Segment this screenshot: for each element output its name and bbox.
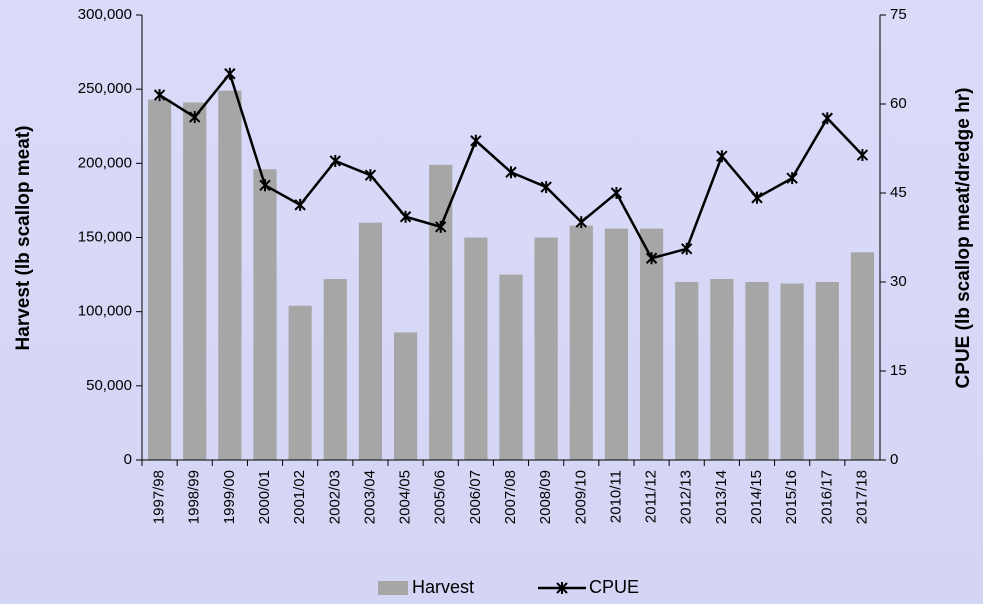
x-tick-label: 2001/02 [291,470,308,524]
x-tick-label: 2010/11 [607,470,624,523]
bar [288,305,312,460]
x-tick-label: 2006/07 [467,470,484,524]
y-tick-label: 50,000 [86,377,132,394]
bar [429,164,453,461]
x-tick-label: 1998/99 [186,470,203,524]
bar [745,282,769,460]
bar [464,237,488,460]
x-tick-label: 2009/10 [572,470,589,524]
x-tick-label: 2016/17 [818,470,835,524]
x-tick-label: 2017/18 [853,470,870,524]
cpue-marker [294,198,306,211]
cpue-marker [681,242,693,255]
x-tick-label: 2000/01 [256,470,273,524]
bar [569,225,593,460]
cpue-marker [435,220,447,233]
x-tick-label: 2002/03 [326,470,343,524]
bar [499,274,523,460]
y2-tick-label: 60 [890,95,907,112]
x-tick-label: 1999/00 [221,470,238,524]
cpue-marker [716,150,728,163]
bar [604,228,629,460]
y-tick-label: 0 [124,451,132,468]
y2-tick-label: 0 [890,451,898,468]
cpue-marker [364,169,377,182]
y-axis-title: Harvest (lb scallop meat) [13,126,34,351]
y-tick-label: 100,000 [78,303,132,320]
legend-swatch [378,581,408,595]
cpue-marker [329,154,341,167]
cpue-marker [610,187,623,199]
cpue-marker [575,216,587,229]
x-tick-label: 2015/16 [783,470,800,524]
cpue-marker [224,67,236,80]
bar [218,90,242,461]
bar [323,279,347,460]
legend-marker [556,582,568,594]
cpue-marker [856,149,869,162]
y2-tick-label: 30 [890,273,907,290]
cpue-marker [153,89,166,102]
bar [710,279,734,460]
bar [183,102,207,461]
bar [815,282,839,460]
bar [393,332,418,460]
cpue-marker [470,134,482,147]
y-tick-label: 250,000 [78,80,132,97]
bar [850,252,875,460]
cpue-marker [259,179,271,192]
y2-axis-title: CPUE (lb scallop meat/dredge hr) [953,88,974,389]
cpue-marker [505,166,517,179]
bar [147,99,172,461]
bar [675,282,699,460]
x-tick-label: 2003/04 [361,470,378,524]
x-tick-label: 2012/13 [678,470,695,524]
legend-label: CPUE [589,577,639,597]
bar [253,169,277,460]
x-tick-label: 2011/12 [643,470,660,523]
y2-tick-label: 75 [890,6,907,23]
x-tick-label: 2004/05 [397,470,414,524]
legend-label: Harvest [412,577,474,597]
x-tick-label: 2014/15 [748,470,765,524]
bar [358,222,383,460]
bar [780,283,804,460]
cpue-marker [821,112,833,125]
cpue-marker [751,191,763,204]
cpue-marker [786,172,798,185]
bar [639,228,664,460]
y-tick-label: 150,000 [78,228,132,245]
x-tick-label: 2005/06 [432,470,449,524]
x-tick-label: 2007/08 [502,470,519,524]
cpue-marker [540,181,552,194]
y2-tick-label: 45 [890,184,907,201]
y-tick-label: 300,000 [78,6,132,23]
bar [534,237,558,460]
x-tick-label: 1997/98 [151,470,168,524]
y-tick-label: 200,000 [78,154,132,171]
cpue-marker [189,111,201,124]
cpue-marker [645,252,658,265]
cpue-marker [399,210,412,223]
x-tick-label: 2013/14 [713,470,730,524]
y2-tick-label: 15 [890,362,907,379]
x-tick-label: 2008/09 [537,470,554,524]
